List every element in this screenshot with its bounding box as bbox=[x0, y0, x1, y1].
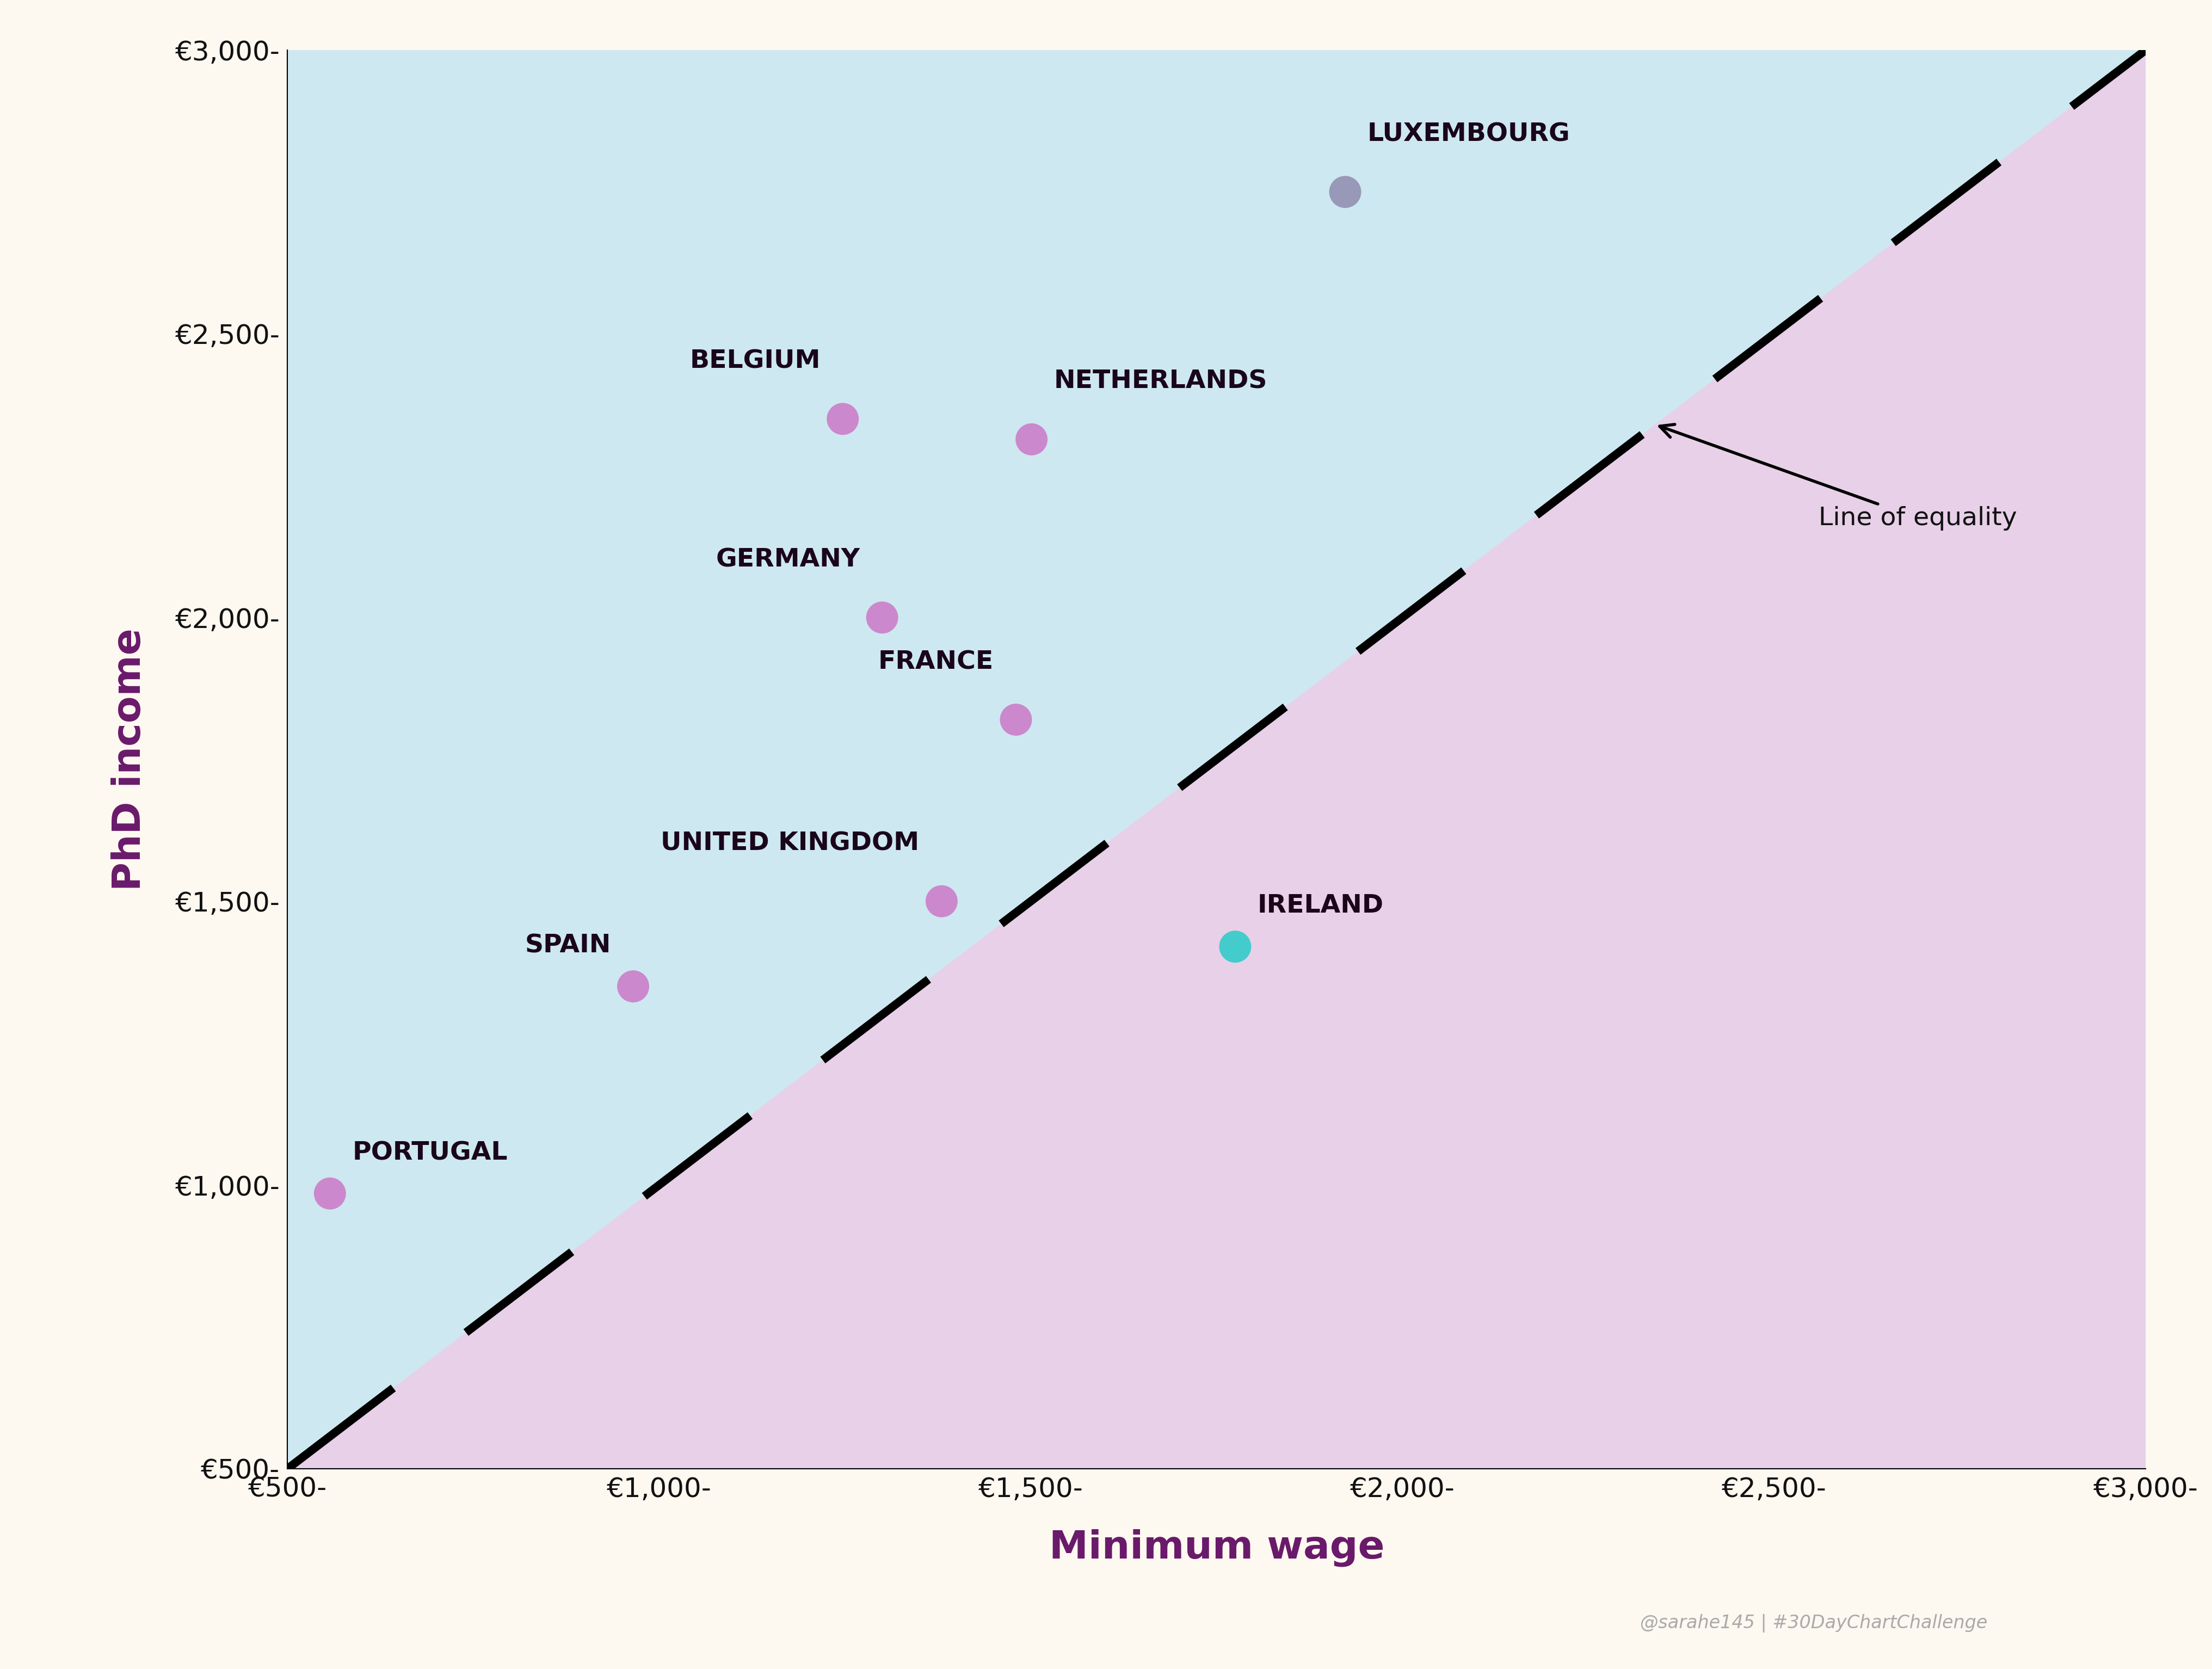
Text: GERMANY: GERMANY bbox=[717, 547, 860, 572]
Point bbox=[1013, 426, 1048, 452]
Y-axis label: PhD income: PhD income bbox=[111, 628, 148, 891]
Text: IRELAND: IRELAND bbox=[1256, 895, 1385, 918]
Text: @sarahe145 | #30DayChartChallenge: @sarahe145 | #30DayChartChallenge bbox=[1639, 1614, 1989, 1632]
Point bbox=[825, 406, 860, 432]
Text: LUXEMBOURG: LUXEMBOURG bbox=[1367, 122, 1571, 147]
Text: BELGIUM: BELGIUM bbox=[690, 349, 821, 374]
Point bbox=[615, 973, 650, 1000]
Point bbox=[312, 1180, 347, 1207]
Polygon shape bbox=[288, 50, 2146, 1469]
Text: SPAIN: SPAIN bbox=[524, 933, 611, 958]
Point bbox=[998, 706, 1033, 733]
Text: NETHERLANDS: NETHERLANDS bbox=[1053, 369, 1267, 394]
Text: FRANCE: FRANCE bbox=[878, 649, 993, 674]
Text: UNITED KINGDOM: UNITED KINGDOM bbox=[661, 831, 920, 856]
Point bbox=[925, 888, 960, 915]
Point bbox=[865, 604, 900, 631]
Text: PORTUGAL: PORTUGAL bbox=[352, 1140, 507, 1165]
Point bbox=[1327, 179, 1363, 205]
Point bbox=[1217, 933, 1252, 960]
X-axis label: Minimum wage: Minimum wage bbox=[1048, 1529, 1385, 1567]
Text: Line of equality: Line of equality bbox=[1659, 424, 2017, 531]
